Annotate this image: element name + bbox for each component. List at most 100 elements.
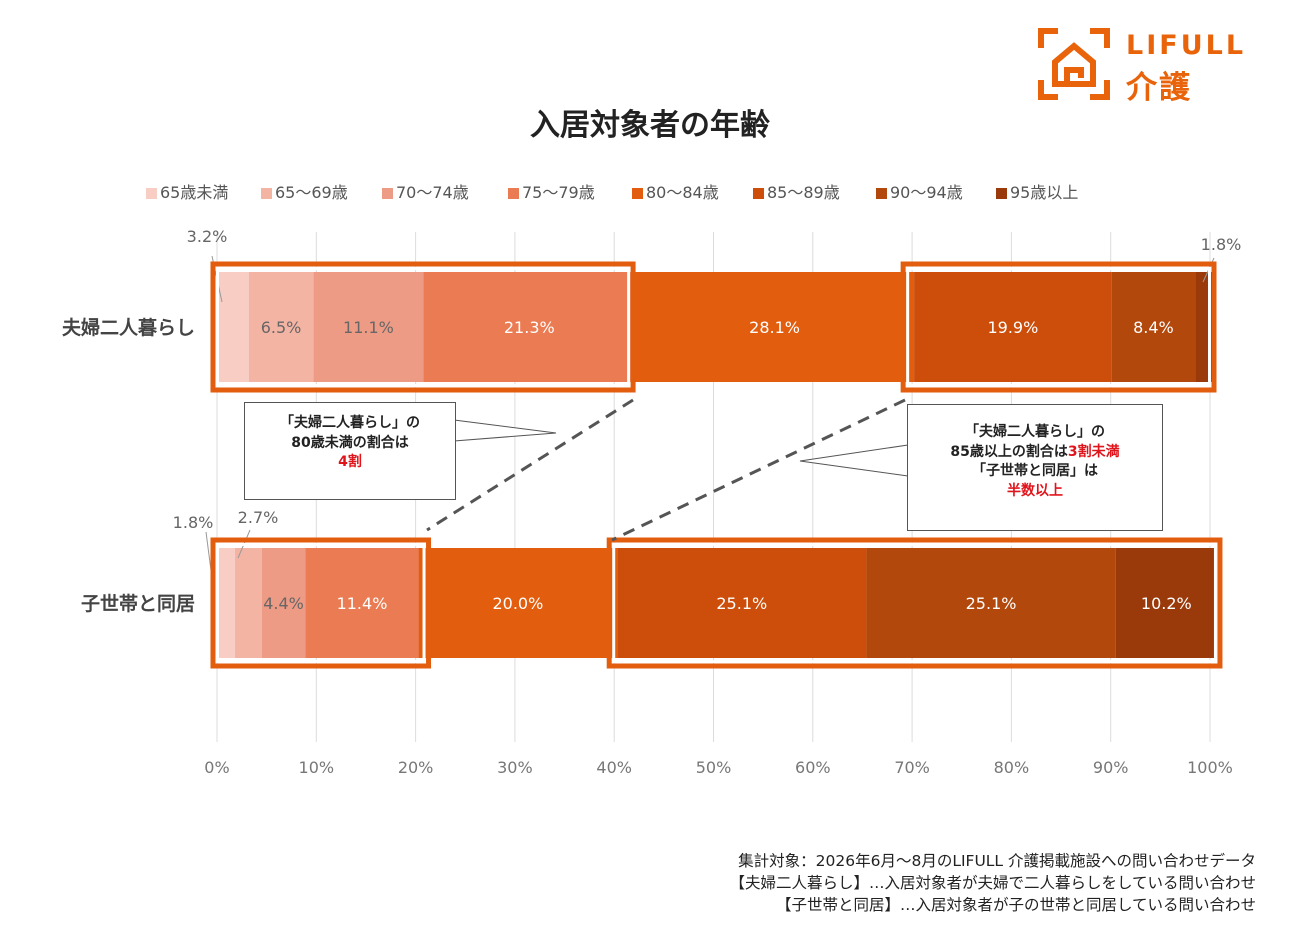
highlight-box <box>210 261 636 393</box>
data-label: 1.8% <box>173 513 214 532</box>
footer-notes: 集計対象：2026年6月～8月のLIFULL 介護掲載施設への問い合わせデータ … <box>729 850 1256 916</box>
house-logo-icon <box>1038 28 1110 100</box>
legend-item: 65歳未満 <box>146 179 228 203</box>
x-tick-label: 50% <box>696 758 732 777</box>
x-tick-label: 30% <box>497 758 533 777</box>
highlight-box <box>210 537 432 669</box>
legend-label: 85～89歳 <box>767 183 840 202</box>
callout-left-line1: 「夫婦二人暮らし」の <box>280 415 420 431</box>
legend-item: 85～89歳 <box>753 179 840 203</box>
bar-segment <box>1115 548 1217 658</box>
legend-label: 80～84歳 <box>646 183 719 202</box>
callout-right-line3: 「子世帯と同居」は <box>972 463 1098 479</box>
footer-line-1: 集計対象：2026年6月～8月のLIFULL 介護掲載施設への問い合わせデータ <box>738 852 1256 870</box>
callout-right: 「夫婦二人暮らし」の 85歳以上の割合は3割未満 「子世帯と同居」は 半数以上 <box>907 404 1163 531</box>
callout-pointer <box>799 444 909 477</box>
footer-line-3: 【子世帯と同居】…入居対象者が子の世帯と同居している問い合わせ <box>775 896 1256 914</box>
stacked-bar-chart: 0% 10% 20% 30% 40% 50% 60% 70% 80% 90% 100% 夫婦二人暮らし… <box>62 227 1242 777</box>
bar-segment <box>248 272 314 382</box>
legend-label: 65～69歳 <box>275 183 348 202</box>
callout-left: 「夫婦二人暮らし」の 80歳未満の割合は 4割 <box>244 402 456 500</box>
lifull-logo: LIFULL 介護 <box>1038 28 1268 106</box>
x-tick-label: 100% <box>1187 758 1233 777</box>
data-label: 11.4% <box>337 594 388 613</box>
x-tick-label: 80% <box>994 758 1030 777</box>
x-tick-label: 90% <box>1093 758 1129 777</box>
data-label: 10.2% <box>1141 594 1192 613</box>
data-label: 4.4% <box>263 594 304 613</box>
legend-swatch <box>996 188 1007 199</box>
bar-segment <box>617 548 867 658</box>
legend-label: 70～74歳 <box>396 183 469 202</box>
legend-item: 65～69歳 <box>261 179 348 203</box>
bar-segment <box>261 548 306 658</box>
data-label: 25.1% <box>966 594 1017 613</box>
bar-segment <box>305 548 419 658</box>
legend-label: 65歳未満 <box>160 183 229 202</box>
legend-swatch <box>876 188 887 199</box>
legend-label: 95歳以上 <box>1010 183 1079 202</box>
x-tick-label: 20% <box>398 758 434 777</box>
footer-line-2: 【夫婦二人暮らし】…入居対象者が夫婦で二人暮らしをしている問い合わせ <box>729 874 1256 892</box>
x-tick-label: 10% <box>299 758 335 777</box>
bar-segment <box>914 272 1112 382</box>
data-label: 11.1% <box>343 318 394 337</box>
dashed-connector <box>426 398 634 532</box>
x-tick-label: 70% <box>894 758 930 777</box>
legend-swatch <box>508 188 519 199</box>
data-label: 6.5% <box>261 318 302 337</box>
x-tick-label: 0% <box>204 758 229 777</box>
callout-right-line1: 「夫婦二人暮らし」の <box>965 424 1105 440</box>
logo-brand-text: LIFULL <box>1126 30 1247 61</box>
x-tick-label: 40% <box>596 758 632 777</box>
data-label: 25.1% <box>716 594 767 613</box>
legend-item: 75～79歳 <box>508 179 595 203</box>
logo-sub-text: 介護 <box>1126 70 1192 106</box>
dashed-connector <box>611 398 906 542</box>
legend-label: 90～94歳 <box>890 183 963 202</box>
highlight-box-inner <box>906 267 1211 387</box>
data-label: 8.4% <box>1133 318 1174 337</box>
callout-left-emphasis: 4割 <box>338 454 362 470</box>
callout-right-emphasis: 半数以上 <box>1007 482 1063 499</box>
data-label: 3.2% <box>187 227 228 246</box>
callout-pointer <box>453 419 557 442</box>
data-label: 19.9% <box>987 318 1038 337</box>
bar-segment <box>423 272 636 382</box>
bar-segment <box>1111 272 1196 382</box>
legend-swatch <box>753 188 764 199</box>
x-tick-label: 60% <box>795 758 831 777</box>
data-label: 2.7% <box>238 508 279 527</box>
callout-right-line2: 85歳以上の割合は3割未満 <box>908 443 1162 463</box>
callout-left-line2: 80歳未満の割合は <box>291 434 409 451</box>
bar-segment <box>313 272 424 382</box>
data-label: 28.1% <box>749 318 800 337</box>
data-label: 20.0% <box>492 594 543 613</box>
data-label: 21.3% <box>504 318 555 337</box>
highlight-box-inner <box>216 543 426 663</box>
legend-swatch <box>261 188 272 199</box>
bar-segment <box>418 548 618 658</box>
legend-item: 80～84歳 <box>632 179 719 203</box>
bar-segment <box>234 548 262 658</box>
category-label: 夫婦二人暮らし <box>62 316 195 339</box>
legend-item: 70～74歳 <box>382 179 469 203</box>
legend-swatch <box>382 188 393 199</box>
callout-right-line2-prefix: 85歳以上の割合は <box>950 443 1068 460</box>
bar-segment <box>217 548 235 658</box>
highlight-box-inner <box>612 543 1217 663</box>
data-label: 1.8% <box>1201 235 1242 254</box>
highlight-box <box>606 537 1223 669</box>
legend-item: 90～94歳 <box>876 179 963 203</box>
legend-swatch <box>146 188 157 199</box>
legend-item: 95歳以上 <box>996 179 1078 203</box>
legend-swatch <box>632 188 643 199</box>
highlight-box-inner <box>216 267 631 387</box>
category-label: 子世帯と同居 <box>81 592 195 615</box>
bar-segment <box>635 272 915 382</box>
legend-label: 75～79歳 <box>522 183 595 202</box>
bar-segment <box>217 272 249 382</box>
highlight-box <box>900 261 1217 393</box>
bar-segment <box>866 548 1116 658</box>
chart-title: 入居対象者の年齢 <box>530 108 770 143</box>
